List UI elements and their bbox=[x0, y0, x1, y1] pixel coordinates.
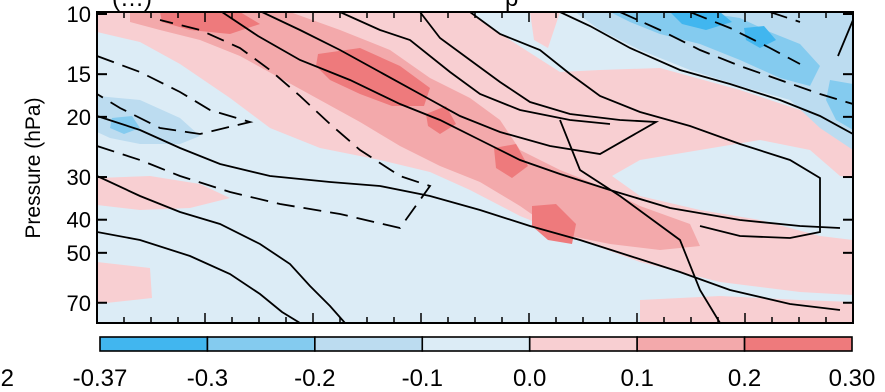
colorbar-label-clipped: 52 bbox=[0, 365, 14, 392]
dark-red-core bbox=[316, 48, 430, 106]
y-tick-label: 20 bbox=[67, 105, 91, 130]
contour-solid-8 bbox=[559, 12, 853, 135]
colorbar-swatch bbox=[206, 336, 316, 352]
contour-solid-10 bbox=[559, 119, 721, 323]
colorbar-label: 0.0 bbox=[513, 365, 546, 392]
colorbar-label: 0.30 bbox=[829, 365, 876, 392]
y-tick-label: 40 bbox=[67, 208, 91, 233]
contour-solid-5 bbox=[97, 231, 301, 323]
contour-solid-6 bbox=[339, 12, 611, 125]
colorbar-label: 0.1 bbox=[620, 365, 653, 392]
contour-dashed-4 bbox=[689, 12, 801, 65]
title-fragment: p bbox=[505, 0, 518, 12]
y-tick-label: 30 bbox=[67, 165, 91, 190]
colorbar-label: -0.2 bbox=[294, 365, 335, 392]
contour-solid-9 bbox=[837, 19, 853, 57]
light-red-patch-left bbox=[97, 176, 230, 210]
dark-blue-top bbox=[670, 12, 732, 30]
light-red-patch-top bbox=[530, 12, 560, 48]
light-red-patch-bottom bbox=[640, 296, 853, 323]
dark-red-small-3 bbox=[532, 204, 576, 244]
x-axis-ticks bbox=[123, 12, 827, 323]
colorbar-swatch bbox=[743, 336, 853, 352]
y-tick-label: 70 bbox=[67, 291, 91, 316]
shading-medium-red bbox=[130, 12, 700, 250]
colorbar-label: 0.2 bbox=[728, 365, 761, 392]
dark-blue-mid bbox=[744, 26, 776, 48]
contour-solid-2 bbox=[261, 12, 660, 155]
y-tick-label: 50 bbox=[67, 241, 91, 266]
y-axis: 10 15 20 30 40 50 70 bbox=[67, 2, 853, 316]
colorbar-swatch bbox=[528, 336, 638, 352]
contour-dashed-5 bbox=[769, 12, 801, 23]
contours-dashed bbox=[97, 12, 853, 230]
contour-solid-1 bbox=[221, 12, 841, 229]
medium-blue-top-right bbox=[610, 12, 820, 86]
y-axis-title: Pressure (hPa) bbox=[22, 97, 45, 238]
contours-solid bbox=[97, 12, 853, 323]
shading-dark-red bbox=[160, 12, 576, 244]
dark-red-top bbox=[160, 12, 260, 34]
plot-area bbox=[97, 12, 853, 323]
shading-dark-blue bbox=[670, 12, 776, 48]
chart-title: (…) p bbox=[112, 0, 518, 12]
contour-solid-3 bbox=[97, 115, 841, 311]
contour-dashed-3 bbox=[619, 12, 853, 105]
y-tick-label: 10 bbox=[67, 2, 91, 27]
colorbar-label: -0.3 bbox=[187, 365, 228, 392]
contour-dashed-2 bbox=[97, 19, 432, 230]
colorbar: -0.37 -0.3 -0.2 -0.1 0.0 0.1 0.2 0.30 52 bbox=[0, 336, 876, 392]
colorbar-swatch bbox=[636, 336, 746, 352]
y-tick-label: 15 bbox=[67, 62, 91, 87]
dark-red-small-2 bbox=[494, 144, 528, 178]
colorbar-swatch bbox=[421, 336, 531, 352]
medium-red-main-band bbox=[130, 12, 700, 250]
contour-solid-7 bbox=[469, 12, 821, 239]
colorbar-swatch bbox=[314, 336, 424, 352]
light-red-patch-bottom-left bbox=[97, 262, 152, 304]
contour-dashed-1 bbox=[97, 55, 254, 135]
contour-solid-4 bbox=[97, 175, 346, 323]
title-text: (…) bbox=[112, 0, 152, 12]
colorbar-label: -0.1 bbox=[402, 365, 443, 392]
colorbar-swatch bbox=[99, 336, 209, 352]
colorbar-label: -0.37 bbox=[73, 365, 128, 392]
